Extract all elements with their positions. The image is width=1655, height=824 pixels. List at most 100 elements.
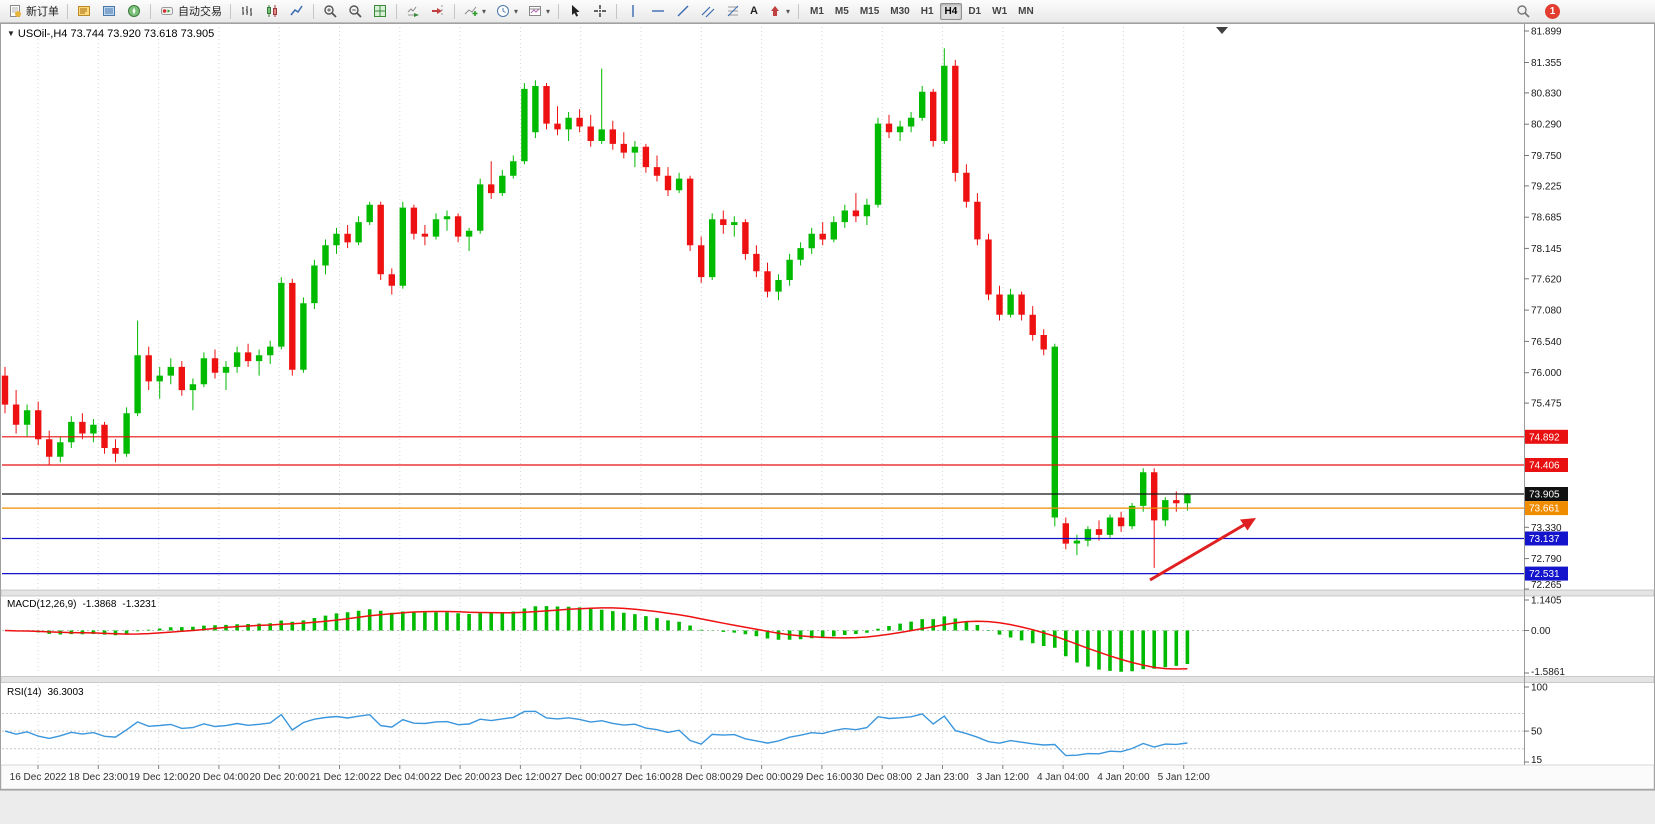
time-axis-label: 23 Dec 12:00: [491, 772, 551, 783]
time-axis-label: 3 Jan 12:00: [977, 772, 1030, 783]
time-axis-label: 22 Dec 04:00: [370, 772, 430, 783]
toolbar-separator: [230, 3, 231, 19]
market-watch-button[interactable]: [72, 2, 96, 21]
toolbar-separator: [454, 3, 455, 19]
toolbar-separator: [616, 3, 618, 19]
notification-badge[interactable]: 1: [1545, 3, 1560, 19]
fibonacci-icon: [725, 3, 741, 19]
price-tick-label: 80.290: [1531, 120, 1562, 131]
main-toolbar: 新订单 自动交易 ▾ ▾ ▾ A ▾ M1 M5 M15 M30 H1 H4 D…: [0, 0, 1655, 23]
timeframe-w1[interactable]: W1: [987, 3, 1012, 20]
timeframe-m5[interactable]: M5: [830, 3, 854, 20]
toolbar-right-group: 1: [1511, 2, 1652, 21]
zoom-out-button[interactable]: [343, 2, 367, 21]
price-tick-label: 81.355: [1531, 58, 1562, 69]
autotrading-button[interactable]: 自动交易: [155, 2, 226, 21]
channel-button[interactable]: [696, 2, 720, 21]
autotrading-label: 自动交易: [178, 6, 222, 18]
price-badge-74.406: 74.406: [1525, 458, 1568, 472]
vertical-line-button[interactable]: [621, 2, 645, 21]
price-badge-73.905: 73.905: [1525, 487, 1568, 501]
chart-shift-marker[interactable]: [1216, 27, 1228, 34]
timeframe-h4[interactable]: H4: [939, 2, 963, 20]
price-tick-label: 75.475: [1531, 399, 1562, 410]
time-axis-label: 5 Jan 12:00: [1158, 772, 1211, 783]
timeframe-m15[interactable]: M15: [855, 3, 884, 20]
rsi-scale-label: 15: [1531, 755, 1543, 766]
trend-arrow-annotation[interactable]: [1149, 518, 1256, 582]
price-tick-label: 79.225: [1531, 181, 1562, 192]
price-tick-label: 73.330: [1531, 523, 1562, 534]
bar-chart-icon: [239, 3, 255, 19]
toolbar-separator: [150, 3, 151, 19]
macd-value-main: -1.3868: [82, 599, 117, 610]
svg-text:73.137: 73.137: [1529, 534, 1560, 545]
time-axis-label: 20 Dec 20:00: [249, 772, 309, 783]
macd-name: MACD(12,26,9): [7, 599, 77, 610]
auto-scroll-icon: [405, 3, 421, 19]
horizontal-line-icon: [650, 3, 666, 19]
time-axis-label: 29 Dec 00:00: [732, 772, 792, 783]
toolbar-separator: [798, 3, 800, 19]
rsi-label: RSI(14) 36.3003: [7, 687, 84, 698]
rsi-scale-label: 100: [1531, 683, 1548, 694]
price-tick-label: 72.790: [1531, 554, 1562, 565]
zoom-out-icon: [347, 3, 363, 19]
arrows-tool-button[interactable]: ▾: [763, 2, 794, 21]
rsi-line: [4, 710, 1188, 757]
zoom-in-button[interactable]: [318, 2, 342, 21]
price-tick-label: 77.080: [1531, 306, 1562, 317]
toolbar-separator: [313, 3, 314, 19]
periods-button[interactable]: ▾: [491, 2, 522, 21]
search-button[interactable]: [1511, 2, 1535, 21]
svg-text:72.531: 72.531: [1529, 569, 1560, 580]
navigator-button[interactable]: [122, 2, 146, 21]
candlestick-series: [1, 48, 1191, 568]
price-tick-label: 78.145: [1531, 244, 1562, 255]
time-axis-label: 27 Dec 16:00: [611, 772, 671, 783]
timeframe-m30[interactable]: M30: [885, 3, 914, 20]
price-tick-label: 78.685: [1531, 213, 1562, 224]
timeframe-m1[interactable]: M1: [805, 3, 829, 20]
dropdown-arrow-icon: ▾: [786, 6, 791, 16]
macd-scale-label: 0.00: [1531, 626, 1551, 637]
line-chart-button[interactable]: [285, 2, 309, 21]
bar-chart-button[interactable]: [235, 2, 259, 21]
templates-button[interactable]: ▾: [523, 2, 554, 21]
rsi-name: RSI(14): [7, 687, 42, 698]
price-tick-label: 72.265: [1531, 580, 1562, 591]
horizontal-line-button[interactable]: [646, 2, 670, 21]
svg-text:74.892: 74.892: [1529, 432, 1560, 443]
trendline-button[interactable]: [671, 2, 695, 21]
trendline-icon: [675, 3, 691, 19]
timeframe-mn[interactable]: MN: [1013, 3, 1039, 20]
new-order-label: 新订单: [26, 6, 59, 18]
svg-text:74.406: 74.406: [1529, 461, 1560, 472]
auto-scroll-button[interactable]: [401, 2, 425, 21]
time-scale[interactable]: [0, 764, 1655, 790]
grid-lines: [37, 27, 1185, 762]
candlestick-chart-button[interactable]: [260, 2, 284, 21]
crosshair-button[interactable]: [588, 2, 612, 21]
cursor-button[interactable]: [563, 2, 587, 21]
tile-windows-button[interactable]: [368, 2, 392, 21]
macd-signal-line: [4, 607, 1188, 670]
fibonacci-button[interactable]: [721, 2, 745, 21]
text-tool-button[interactable]: A: [746, 2, 762, 21]
timeframe-d1[interactable]: D1: [963, 3, 986, 20]
rsi-scale-label: 50: [1531, 727, 1543, 738]
price-tick-label: 77.620: [1531, 274, 1562, 285]
new-order-button[interactable]: 新订单: [3, 2, 63, 21]
vertical-line-icon: [625, 3, 641, 19]
time-axis-label: 29 Dec 16:00: [792, 772, 852, 783]
timeframe-h1[interactable]: H1: [916, 3, 939, 20]
panel-dividers[interactable]: [0, 589, 1655, 683]
time-axis-label: 21 Dec 12:00: [310, 772, 370, 783]
indicators-button[interactable]: ▾: [459, 2, 490, 21]
new-order-icon: [7, 3, 23, 19]
price-badge-72.531: 72.531: [1525, 566, 1568, 581]
chart-shift-button[interactable]: [426, 2, 450, 21]
data-window-button[interactable]: [97, 2, 121, 21]
svg-text:73.661: 73.661: [1529, 504, 1560, 515]
